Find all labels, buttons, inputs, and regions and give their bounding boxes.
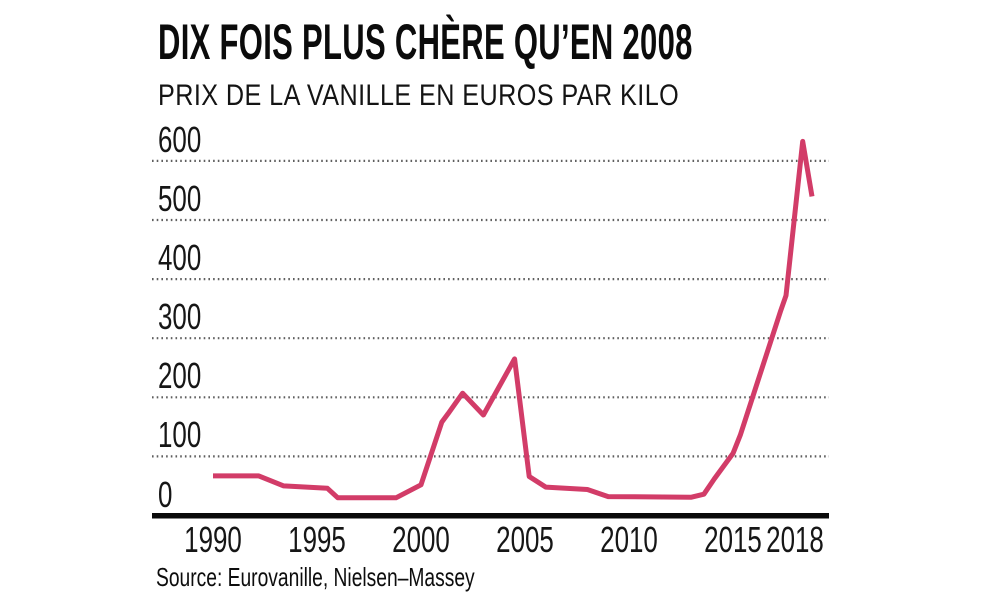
x-tick-label-1990: 1990 (184, 519, 242, 560)
y-tick-label-300: 300 (158, 296, 202, 338)
price-line-series (213, 138, 815, 501)
y-tick-label-0: 0 (158, 473, 173, 515)
x-tick-label-2005: 2005 (496, 519, 554, 560)
x-tick-label-2000: 2000 (392, 519, 450, 560)
y-tick-label-600: 600 (158, 118, 202, 160)
x-tick-label-1995: 1995 (288, 519, 346, 560)
x-axis-line (152, 513, 829, 519)
y-tick-label-400: 400 (158, 237, 202, 279)
y-tick-label-200: 200 (158, 355, 202, 397)
x-tick-label-2018: 2018 (766, 519, 825, 560)
y-tick-label-500: 500 (158, 178, 202, 219)
source-credit: Source: Eurovanille, Nielsen–Massey (156, 562, 475, 592)
chart-title: DIX FOIS PLUS CHÈRE QU’EN 2008 (158, 14, 693, 70)
x-tick-label-2010: 2010 (600, 519, 658, 560)
y-tick-label-100: 100 (158, 414, 202, 456)
chart-subtitle: PRIX DE LA VANILLE EN EUROS PAR KILO (158, 79, 680, 112)
x-tick-label-2015: 2015 (704, 519, 762, 560)
